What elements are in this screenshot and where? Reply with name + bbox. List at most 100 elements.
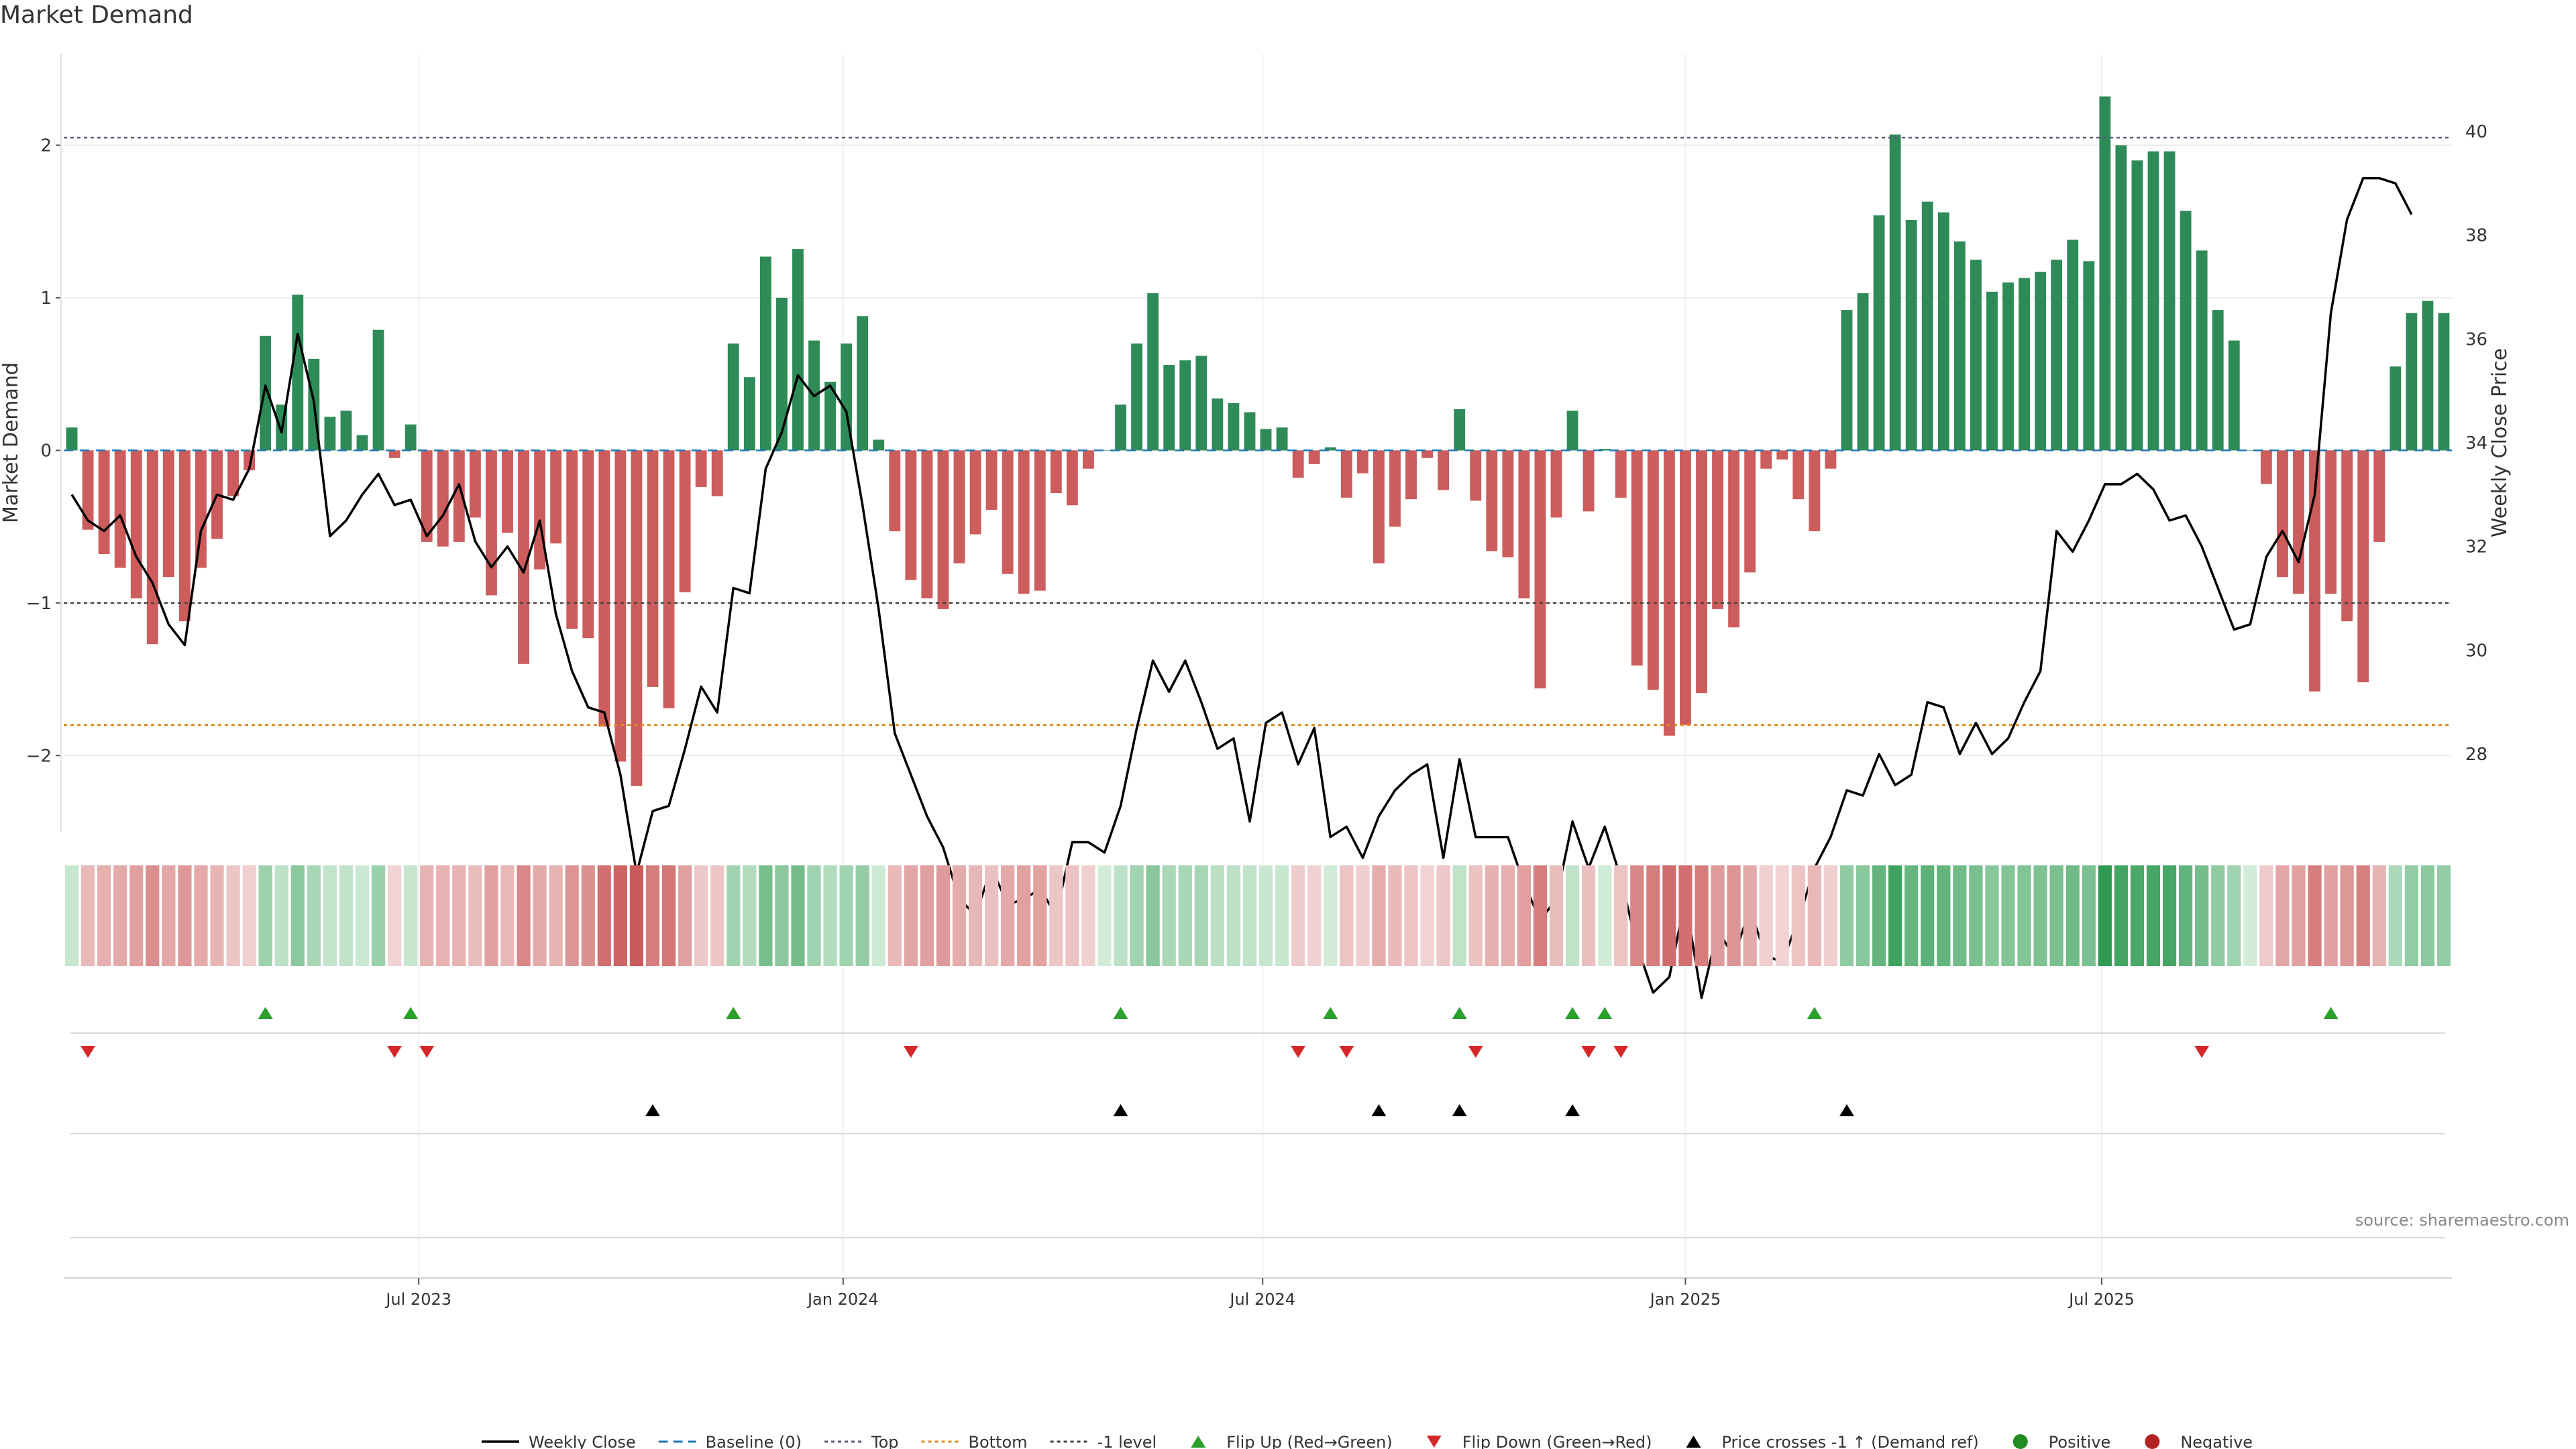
heat-cell bbox=[355, 865, 370, 966]
heat-cell bbox=[1194, 865, 1208, 966]
legend-label: Negative bbox=[2180, 1433, 2253, 1449]
legend-item-1: Baseline (0) bbox=[658, 1433, 802, 1449]
flip-up-marker bbox=[403, 1007, 419, 1019]
heat-cell bbox=[274, 865, 288, 966]
heat-cell bbox=[1775, 865, 1789, 966]
demand-bar bbox=[1438, 450, 1450, 490]
y-tick-label: 0 bbox=[40, 441, 52, 461]
flip-down-marker bbox=[1291, 1046, 1306, 1058]
legend-label: Top bbox=[871, 1433, 899, 1449]
demand-bar bbox=[1454, 409, 1466, 451]
heat-cell bbox=[500, 865, 515, 966]
heat-cell bbox=[1404, 865, 1418, 966]
demand-bar bbox=[775, 297, 788, 451]
heat-cell bbox=[2259, 865, 2273, 966]
heat-cell bbox=[1081, 865, 1095, 966]
demand-bar bbox=[953, 450, 965, 564]
demand-bar bbox=[1809, 450, 1821, 531]
heat-cell bbox=[1662, 865, 1676, 966]
heat-cell bbox=[2098, 865, 2112, 966]
legend-swatch bbox=[2145, 1434, 2160, 1449]
heat-cell bbox=[888, 865, 902, 966]
demand-bar bbox=[905, 450, 917, 580]
demand-bar bbox=[889, 450, 901, 531]
heat-cell bbox=[210, 865, 224, 966]
heat-cell bbox=[2292, 865, 2306, 966]
flip-up-marker bbox=[1597, 1007, 1613, 1019]
x-tick-label: Jul 2025 bbox=[2068, 1290, 2135, 1309]
demand-bar bbox=[114, 450, 126, 568]
demand-bar bbox=[1905, 219, 1917, 451]
heat-cell bbox=[2033, 865, 2047, 966]
heat-cell bbox=[1937, 865, 1951, 966]
demand-bar bbox=[1728, 450, 1740, 628]
demand-bar bbox=[2099, 96, 2111, 451]
demand-bar bbox=[1825, 450, 1837, 469]
demand-bar bbox=[1131, 343, 1143, 451]
demand-bar bbox=[2438, 313, 2450, 451]
flip-down-marker bbox=[419, 1046, 435, 1058]
heat-cell bbox=[162, 865, 176, 966]
heat-cell bbox=[1258, 865, 1273, 966]
demand-bar bbox=[1696, 450, 1707, 694]
heat-cell bbox=[2436, 865, 2451, 966]
demand-bar bbox=[743, 377, 755, 451]
demand-bar bbox=[98, 450, 110, 555]
y2-tick-label: 34 bbox=[2465, 433, 2487, 453]
heat-cell bbox=[1727, 865, 1741, 966]
demand-bar bbox=[1356, 450, 1368, 474]
price-cross-marker bbox=[1565, 1104, 1580, 1116]
legend-label: Flip Up (Red→Green) bbox=[1226, 1433, 1393, 1449]
demand-bar bbox=[2325, 450, 2337, 594]
demand-bar bbox=[66, 427, 78, 451]
demand-bar bbox=[1502, 450, 1514, 557]
heat-cell bbox=[97, 865, 111, 966]
heat-cell bbox=[629, 865, 644, 966]
demand-bar bbox=[1937, 212, 1949, 451]
demand-bar bbox=[550, 450, 562, 544]
demand-bar bbox=[759, 256, 771, 451]
heat-cell bbox=[484, 865, 498, 966]
flip-down-marker bbox=[2194, 1046, 2210, 1058]
heat-cell bbox=[2340, 865, 2354, 966]
heat-cell bbox=[1356, 865, 1370, 966]
heat-cell bbox=[1598, 865, 1612, 966]
heat-cell bbox=[533, 865, 547, 966]
demand-bar bbox=[2147, 151, 2159, 451]
demand-bar bbox=[2131, 160, 2143, 451]
flip-down-marker bbox=[1613, 1046, 1629, 1058]
heat-cell bbox=[2162, 865, 2177, 966]
demand-bar bbox=[1680, 450, 1691, 725]
heat-cell bbox=[1452, 865, 1466, 966]
demand-bar bbox=[2083, 261, 2095, 451]
heat-cell bbox=[597, 865, 611, 966]
heat-cell bbox=[388, 865, 402, 966]
demand-bar bbox=[2228, 340, 2240, 451]
legend-label: Positive bbox=[2049, 1433, 2111, 1449]
demand-bar bbox=[2212, 310, 2224, 451]
heat-cell bbox=[436, 865, 450, 966]
demand-bar bbox=[356, 435, 368, 451]
heat-cell bbox=[242, 865, 256, 966]
demand-bar bbox=[1115, 405, 1126, 451]
demand-bar bbox=[1340, 450, 1352, 498]
heat-cell bbox=[1291, 865, 1305, 966]
demand-bar bbox=[2293, 450, 2304, 594]
heat-cell bbox=[581, 865, 595, 966]
demand-bar bbox=[727, 343, 739, 451]
demand-bar bbox=[695, 450, 707, 487]
heat-cell bbox=[2275, 865, 2290, 966]
heat-cell bbox=[1614, 865, 1628, 966]
heat-cell bbox=[226, 865, 240, 966]
heat-cell bbox=[420, 865, 434, 966]
heat-cell bbox=[936, 865, 951, 966]
demand-bar bbox=[1147, 293, 1159, 451]
y-tick-label: −1 bbox=[26, 594, 52, 614]
demand-bar bbox=[292, 294, 304, 451]
demand-bar bbox=[260, 335, 272, 451]
heat-cell bbox=[1711, 865, 1725, 966]
flip-down-marker bbox=[80, 1046, 96, 1058]
flip-down-marker bbox=[1581, 1046, 1597, 1058]
demand-bar bbox=[2422, 301, 2434, 451]
heat-cell bbox=[1888, 865, 1902, 966]
